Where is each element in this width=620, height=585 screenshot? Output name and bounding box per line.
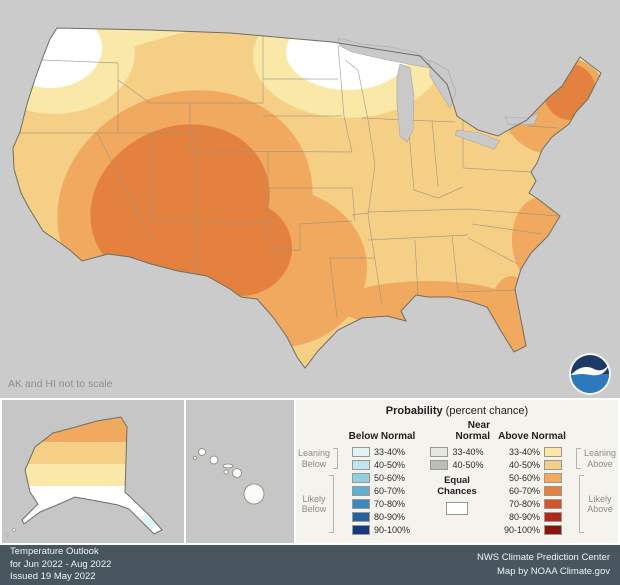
legend-swatch xyxy=(544,524,562,535)
alaska-map xyxy=(5,416,163,537)
legend-row: 60-70% xyxy=(490,484,574,497)
legend-row: 70-80% xyxy=(490,497,574,510)
legend-row: 90-100% xyxy=(340,523,424,536)
legend-swatch xyxy=(544,485,562,496)
legend-swatch xyxy=(544,472,562,483)
alaska-shading xyxy=(22,417,162,534)
logo-seagull-icon xyxy=(571,364,609,376)
legend-row: 50-60% xyxy=(340,471,424,484)
alaska-outline xyxy=(21,416,163,535)
legend-swatch xyxy=(430,459,449,470)
legend-row: 33-40% xyxy=(490,445,574,458)
legend-swatch xyxy=(544,459,562,470)
legend-row: 40-50% xyxy=(490,458,574,471)
island xyxy=(223,469,229,475)
island xyxy=(243,483,265,505)
bottom-strip: Probability (percent chance) Leaning Belo… xyxy=(0,398,620,545)
logo-sea xyxy=(571,374,609,393)
island xyxy=(222,463,234,469)
likely-above-label: Likely Above xyxy=(574,472,618,536)
legend-row: 40-50% xyxy=(340,458,424,471)
legend-swatch xyxy=(352,485,370,496)
footer-issued-line: Issued 19 May 2022 xyxy=(10,571,96,583)
conus-map-panel: AK and HI not to scale xyxy=(8,27,612,396)
legend-swatch xyxy=(352,459,370,470)
hawaii-map xyxy=(193,448,265,505)
legend-row: 80-90% xyxy=(340,510,424,523)
conus-map xyxy=(12,27,602,369)
island xyxy=(198,448,206,456)
lake-erie xyxy=(454,129,501,150)
above-normal-header: Above Normal xyxy=(498,431,566,442)
map-note: AK and HI not to scale xyxy=(8,378,113,390)
lake-michigan xyxy=(396,63,415,143)
legend-side-below-labels: Leaning Below Likely Below xyxy=(296,421,340,536)
legend-swatch xyxy=(544,511,562,522)
legend-row: 33-40% xyxy=(424,445,490,458)
great-lakes xyxy=(337,37,540,150)
hawaii-islands xyxy=(193,448,265,505)
legend-swatch xyxy=(430,446,449,457)
footer-mapby-line: Map by NOAA Climate.gov xyxy=(497,566,610,577)
footer-title-block: Temperature Outlook for Jun 2022 - Aug 2… xyxy=(10,546,111,583)
us-outline xyxy=(12,27,602,369)
likely-below-label: Likely Below xyxy=(296,472,340,536)
legend-swatch xyxy=(352,472,370,483)
equal-chances-swatch xyxy=(446,501,468,515)
footer-source-line: NWS Climate Prediction Center xyxy=(476,552,610,564)
near-normal-header: Near Normal xyxy=(455,420,490,442)
legend-below-column: Below Normal 33-40% 40-50% 50-60% 60-70%… xyxy=(340,421,424,536)
aleutian-island xyxy=(12,528,16,532)
legend-above-column: Above Normal 33-40% 40-50% 50-60% 60-70%… xyxy=(490,421,574,536)
legend-columns: Leaning Below Likely Below Below Normal 33… xyxy=(296,420,618,536)
footer-period-line: for Jun 2022 - Aug 2022 xyxy=(10,558,112,570)
footer-title-line: Temperature Outlook xyxy=(10,546,99,558)
island xyxy=(193,456,197,460)
lake-ontario xyxy=(504,112,540,126)
bracket xyxy=(329,475,335,533)
conus-shading xyxy=(13,28,601,368)
legend-swatch xyxy=(352,524,370,535)
bracket xyxy=(333,448,339,469)
legend-row: 50-60% xyxy=(490,471,574,484)
legend-row: 60-70% xyxy=(340,484,424,497)
island xyxy=(209,455,219,465)
legend-row: 70-80% xyxy=(340,497,424,510)
hawaii-inset xyxy=(186,398,296,545)
legend: Probability (percent chance) Leaning Belo… xyxy=(296,398,620,545)
below-normal-header: Below Normal xyxy=(348,431,416,442)
bracket xyxy=(575,448,581,469)
lake-huron xyxy=(429,59,457,109)
noaa-logo xyxy=(568,352,612,396)
leaning-above-label: Leaning Above xyxy=(574,445,618,472)
legend-title: Probability (percent chance) xyxy=(385,405,529,417)
island xyxy=(232,468,242,478)
legend-row: 80-90% xyxy=(490,510,574,523)
legend-side-above-labels: Leaning Above Likely Above xyxy=(574,421,618,536)
legend-row: 33-40% xyxy=(340,445,424,458)
footer: Temperature Outlook for Jun 2022 - Aug 2… xyxy=(0,545,620,585)
noaa-logo-emblem xyxy=(569,353,611,395)
legend-swatch xyxy=(544,446,562,457)
legend-swatch xyxy=(352,511,370,522)
legend-row: 90-100% xyxy=(490,523,574,536)
legend-swatch xyxy=(352,446,370,457)
legend-swatch xyxy=(544,498,562,509)
bracket xyxy=(579,475,585,533)
equal-chances-label: Equal Chances xyxy=(437,475,477,497)
alaska-inset xyxy=(0,398,186,545)
aleutian-island xyxy=(5,533,9,537)
leaning-below-label: Leaning Below xyxy=(296,445,340,472)
legend-near-column: Near Normal 33-40% 40-50% Equal Chances xyxy=(424,420,490,536)
footer-credit-block: NWS Climate Prediction Center Map by NOA… xyxy=(477,551,610,579)
legend-row: 40-50% xyxy=(424,458,490,471)
legend-swatch xyxy=(352,498,370,509)
